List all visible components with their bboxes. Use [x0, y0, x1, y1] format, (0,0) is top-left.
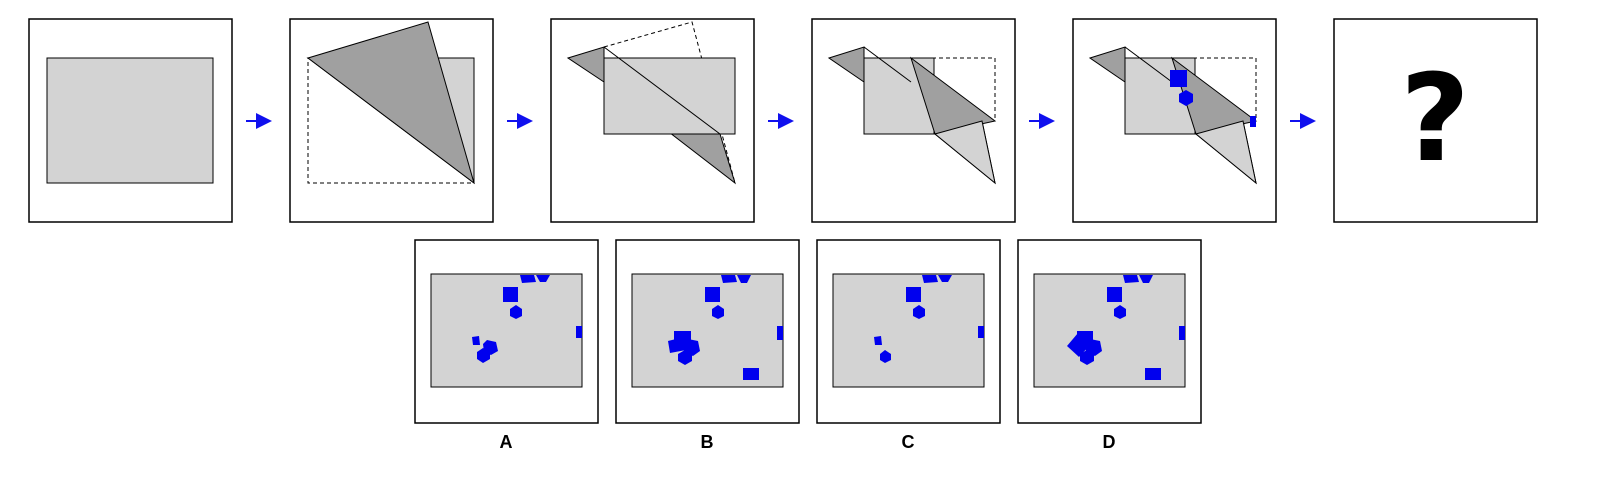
fold-origin-outline: [307, 57, 475, 184]
question-frame: [1333, 18, 1538, 223]
step-5-panel: [1072, 18, 1277, 223]
hole: [1107, 287, 1122, 302]
hole: [777, 326, 783, 340]
fold-origin-outline: [911, 57, 996, 121]
step-3-panel: [550, 18, 755, 223]
hole: [1139, 275, 1153, 283]
fold-origin-outline: [603, 21, 736, 184]
hole: [678, 350, 692, 365]
question-mark: ?: [1400, 50, 1470, 189]
hole: [477, 348, 490, 363]
option-c[interactable]: C: [816, 239, 1001, 452]
folded-flap: [306, 21, 475, 185]
punch-hexagon-hole: [1179, 90, 1193, 106]
hole: [1179, 326, 1185, 340]
hole: [906, 287, 921, 302]
hole: [913, 305, 925, 319]
option-d[interactable]: D: [1017, 239, 1202, 452]
hole: [705, 287, 720, 302]
hole: [510, 305, 522, 319]
punch-edge-hole: [1250, 116, 1256, 127]
corner-layer: [1194, 120, 1257, 185]
step-1-panel: [28, 18, 233, 223]
hole: [978, 326, 984, 338]
hole: [472, 336, 480, 345]
hole: [880, 350, 891, 363]
option-c-label[interactable]: C: [902, 432, 915, 452]
option-c-holes: [874, 275, 984, 363]
hole: [712, 305, 724, 319]
hole: [721, 275, 737, 283]
fold-origin-outline: [1172, 57, 1257, 121]
hole: [737, 275, 751, 283]
hole: [520, 275, 536, 283]
paper-sheet: [46, 57, 214, 184]
hole: [576, 326, 582, 338]
hole: [922, 275, 938, 283]
hole: [1080, 350, 1094, 365]
hole: [668, 337, 686, 353]
option-d-holes: [1067, 275, 1185, 380]
option-d-label[interactable]: D: [1103, 432, 1116, 452]
option-b[interactable]: B: [615, 239, 800, 452]
fold-line: [603, 46, 721, 135]
hole: [1145, 368, 1161, 380]
hole: [1114, 305, 1126, 319]
step-2-panel: [289, 18, 494, 223]
hole: [874, 336, 882, 345]
hole: [743, 368, 759, 380]
option-b-holes: [668, 275, 783, 380]
option-b-label[interactable]: B: [701, 432, 714, 452]
option-a-label[interactable]: A: [500, 432, 513, 452]
option-a-holes: [472, 275, 582, 363]
hole: [536, 275, 550, 282]
punch-square-hole: [1170, 70, 1187, 87]
hole: [1123, 275, 1139, 283]
hole: [938, 275, 952, 282]
step-4-panel: [811, 18, 1016, 223]
question-panel: ?: [1333, 18, 1538, 223]
corner-layer: [933, 120, 996, 185]
hole: [1067, 333, 1090, 357]
option-a[interactable]: A: [414, 239, 599, 452]
hole: [503, 287, 518, 302]
